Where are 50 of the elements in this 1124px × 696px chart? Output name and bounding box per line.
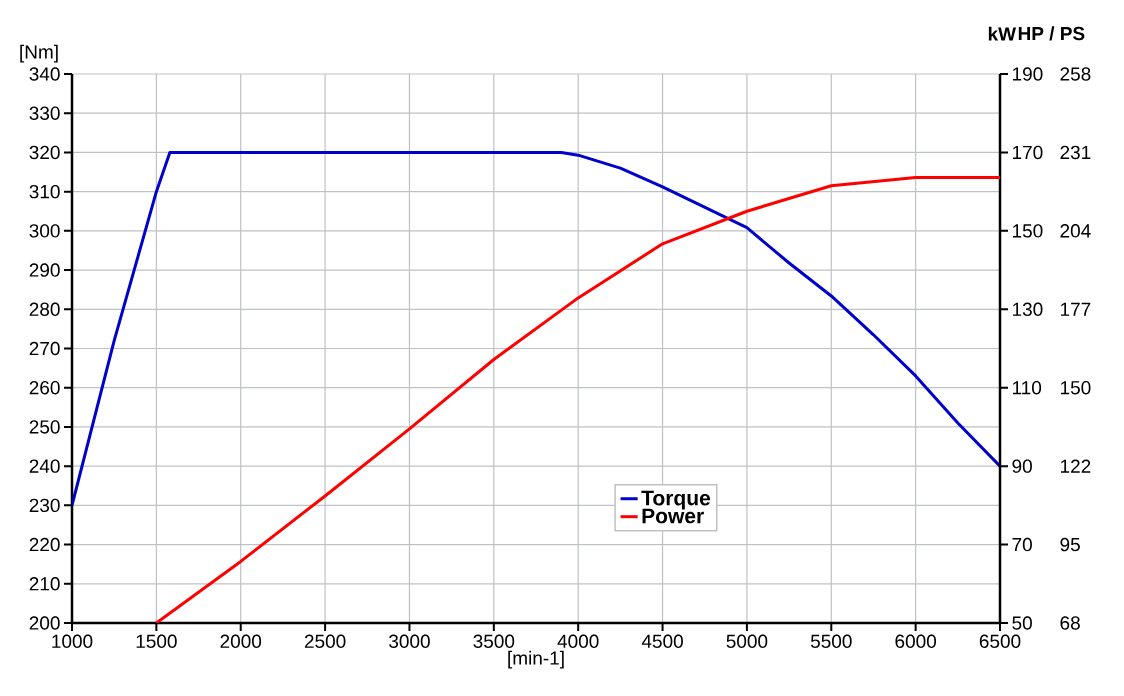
y3-tick-label: 204	[1060, 224, 1091, 238]
x-tick-label: 3500	[473, 634, 515, 648]
y-tick-label: 280	[29, 302, 60, 317]
x-axis-title: [min-1]	[508, 650, 564, 669]
y-tick-label: 250	[29, 420, 60, 434]
y3-tick-label: 177	[1061, 302, 1091, 316]
y2-tick-label: 70	[1012, 537, 1032, 552]
x-tick-label: 4000	[557, 634, 599, 648]
y-tick-label: 240	[29, 459, 60, 473]
x-tick-label: 2000	[220, 634, 262, 648]
x-tick-label: 1000	[52, 634, 93, 648]
y2-tick-label: 130	[1012, 302, 1043, 317]
x-tick-label: 5000	[726, 634, 768, 648]
y2-tick-label: 170	[1012, 145, 1043, 160]
y2-tick-label: 190	[1012, 67, 1043, 81]
y3-tick-label: 258	[1060, 67, 1091, 81]
x-tick-label: 6000	[895, 634, 937, 648]
y2-tick-label: 110	[1012, 380, 1042, 395]
y-tick-label: 200	[29, 616, 60, 630]
y-axis-title: [Nm]	[20, 44, 58, 63]
y-tick-label: 260	[29, 380, 60, 395]
y-tick-label: 330	[29, 106, 60, 120]
y2-tick-label: 150	[1012, 224, 1043, 238]
y-tick-label: 290	[29, 263, 60, 277]
y-tick-label: 210	[29, 577, 60, 591]
y3-tick-label: 95	[1060, 537, 1080, 552]
y2-tick-label: 90	[1012, 459, 1032, 473]
y3-tick-label: 68	[1060, 616, 1080, 630]
x-tick-label: 2500	[304, 634, 346, 648]
legend-label: Torque	[641, 490, 711, 510]
y-tick-label: 310	[29, 184, 60, 199]
x-tick-label: 5500	[810, 634, 852, 648]
y-tick-label: 300	[29, 224, 60, 238]
y3-tick-label: 150	[1061, 380, 1091, 395]
y2-axis-title: kW	[988, 26, 1017, 41]
y-tick-label: 320	[29, 145, 60, 160]
x-tick-label: 3000	[389, 634, 430, 648]
x-tick-label: 1500	[136, 634, 177, 648]
x-tick-label: 4500	[641, 634, 683, 648]
y2-tick-label: 50	[1012, 616, 1032, 630]
y-tick-label: 230	[29, 498, 60, 513]
x-tick-label: 6500	[979, 634, 1021, 648]
line-series	[154, 176, 1001, 623]
y3-tick-label: 231	[1060, 145, 1091, 160]
legend-label: Power	[642, 508, 704, 524]
y3-tick-label: 122	[1061, 459, 1091, 473]
y-tick-label: 340	[29, 67, 60, 81]
y3-axis-title: HP / PS	[1018, 26, 1085, 41]
y-tick-label: 220	[29, 537, 60, 552]
y-tick-label: 270	[29, 341, 60, 356]
